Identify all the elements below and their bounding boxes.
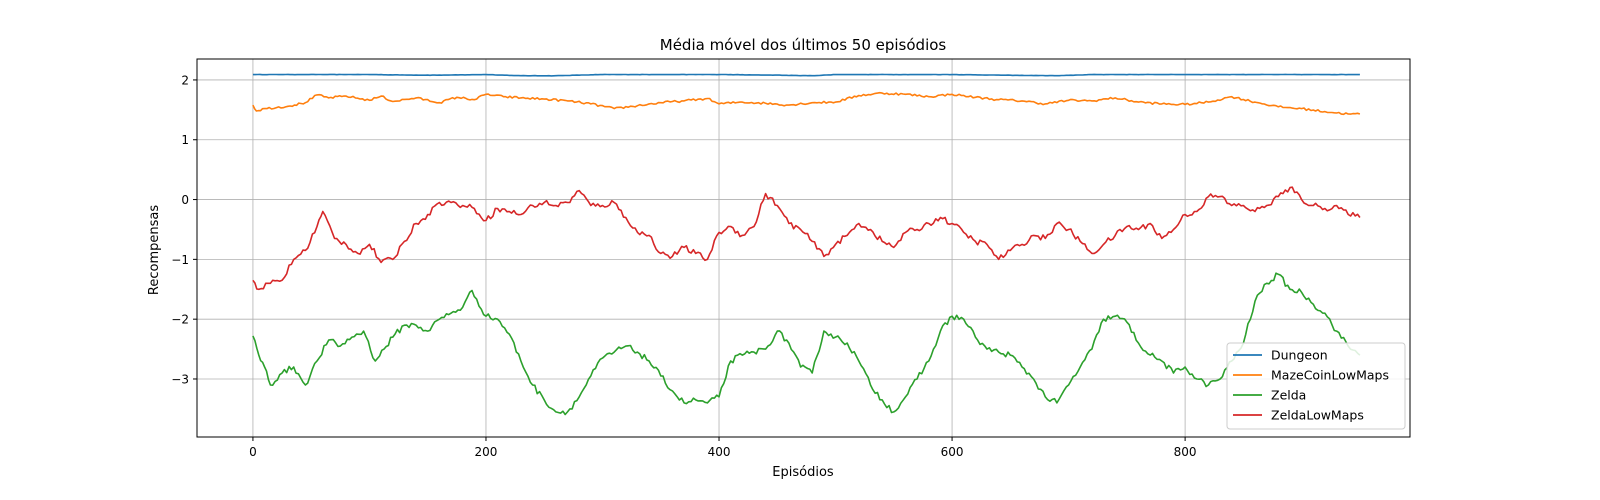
series-line-zeldalowmaps (252, 186, 1361, 291)
legend-box (1226, 342, 1406, 430)
series-line-mazecoinlowmaps (252, 91, 1361, 116)
x-tick-label: 800 (1174, 445, 1197, 459)
chart-title: Média móvel dos últimos 50 episódios (660, 36, 947, 54)
legend-entry-label: Dungeon (1271, 348, 1328, 363)
legend-entry-label: ZeldaLowMaps (1271, 408, 1364, 423)
plot-frame (196, 58, 1411, 438)
series-layer (252, 73, 1361, 416)
y-tick-label: 0 (181, 193, 189, 207)
y-tick-label: −1 (171, 253, 189, 267)
y-tick-label: 2 (181, 73, 189, 87)
y-tick-label: 1 (181, 133, 189, 147)
y-tick-label: −2 (171, 313, 189, 327)
y-axis-ticks: 2 1 0 −1 −2 −3 (171, 73, 197, 386)
x-tick-label: 200 (475, 445, 498, 459)
x-tick-label: 400 (708, 445, 731, 459)
y-axis-label: Recompensas (147, 205, 162, 295)
x-axis-ticks: 0 200 400 600 800 (249, 437, 1197, 459)
x-tick-label: 0 (249, 445, 257, 459)
series-line-zelda (252, 272, 1361, 416)
x-tick-label: 600 (941, 445, 964, 459)
legend: Dungeon MazeCoinLowMaps Zelda ZeldaLowMaps (1226, 342, 1406, 430)
legend-entry-label: Zelda (1271, 388, 1306, 403)
grid-lines (197, 59, 1410, 437)
y-tick-label: −3 (171, 372, 189, 386)
legend-entry-label: MazeCoinLowMaps (1271, 368, 1389, 383)
x-axis-label: Episódios (772, 465, 834, 480)
series-line-dungeon (252, 73, 1360, 77)
